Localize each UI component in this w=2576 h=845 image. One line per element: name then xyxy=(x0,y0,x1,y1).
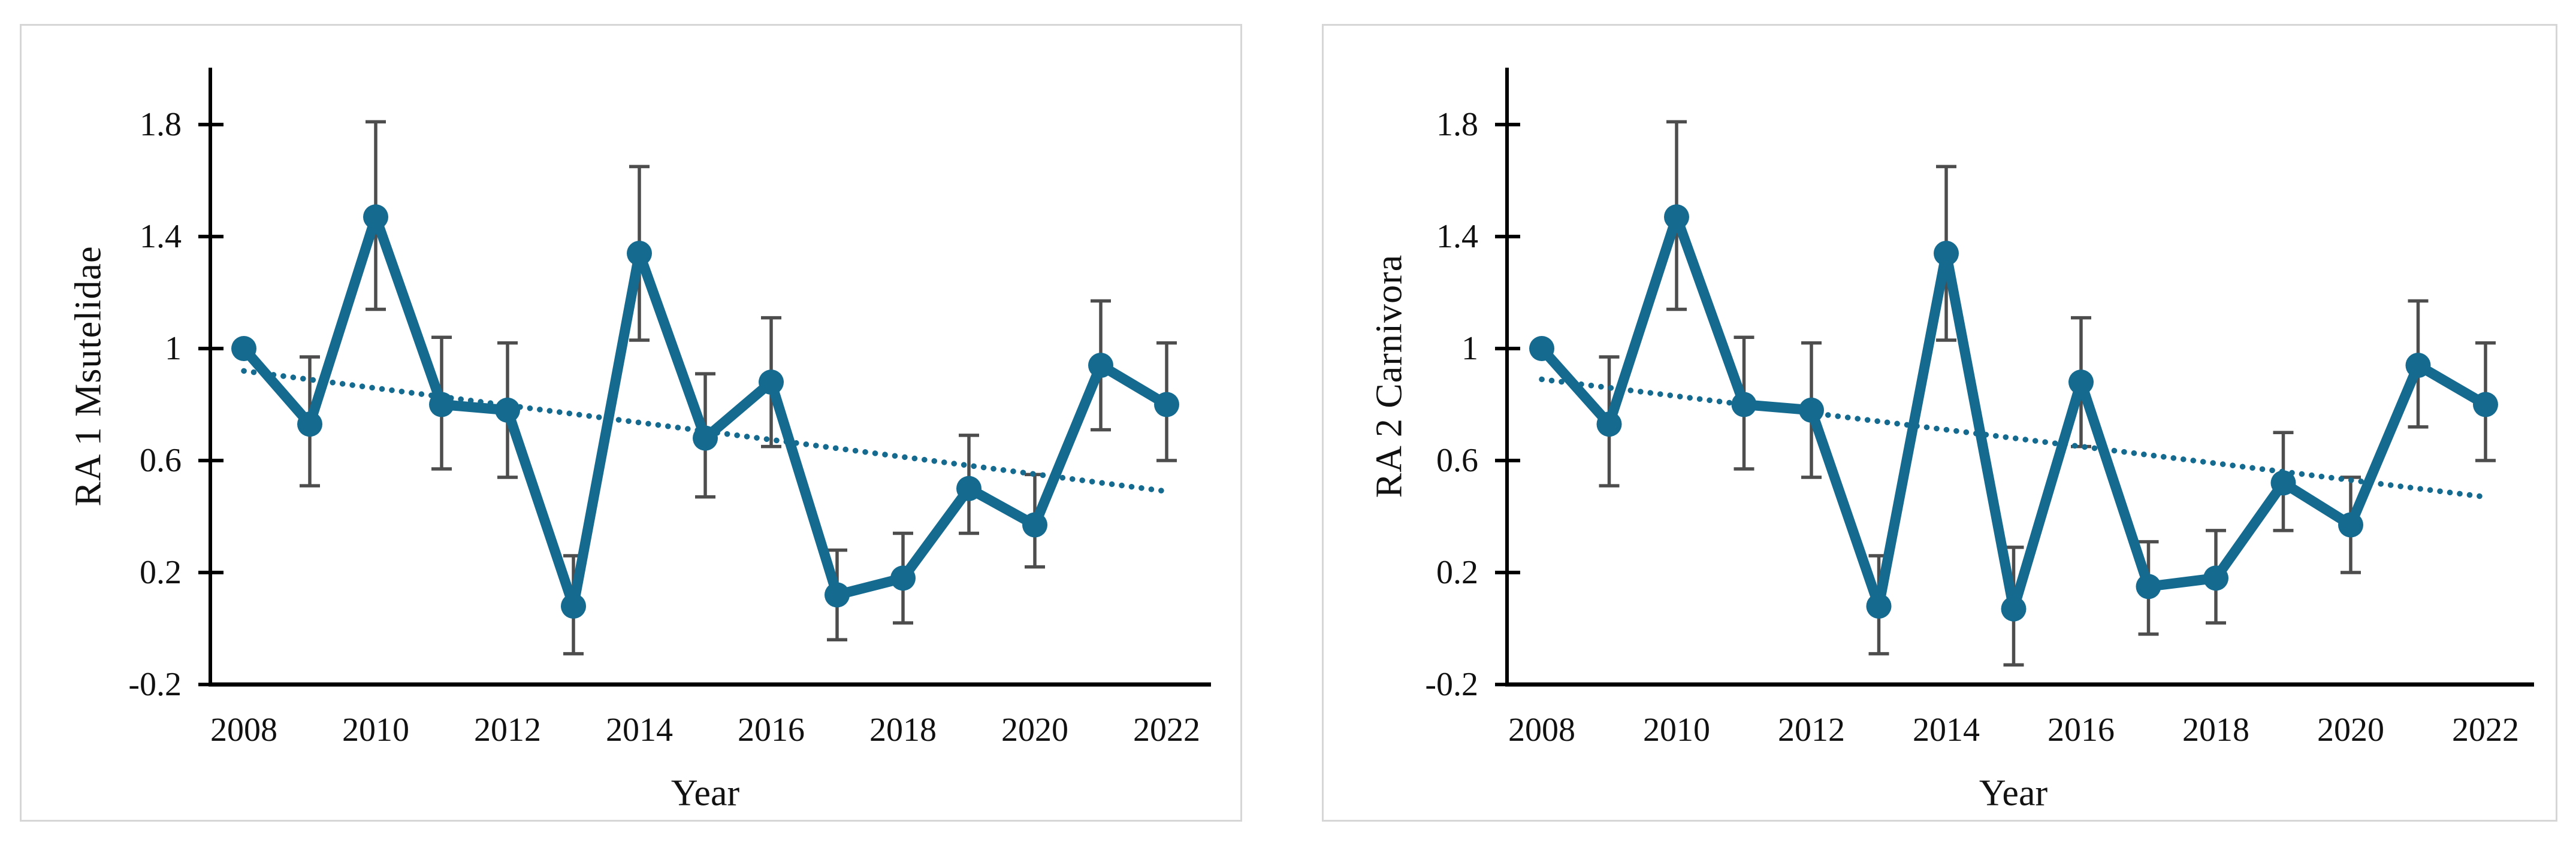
x-tick-label: 2016 xyxy=(738,711,805,749)
data-point xyxy=(297,411,322,437)
data-point xyxy=(2405,353,2431,378)
data-point xyxy=(1664,204,1689,230)
x-tick-label: 2014 xyxy=(606,711,673,749)
y-tick-label: 1 xyxy=(1461,330,1478,367)
data-markers xyxy=(231,204,1179,619)
data-point xyxy=(2338,512,2363,538)
axes: 1.8 1.4 1 0.6 0.2 -0.2 2008 2010 2012 2014 2016 201… xyxy=(128,68,1211,749)
data-point xyxy=(363,204,388,230)
y-tick-label: 1.8 xyxy=(140,106,182,143)
data-point xyxy=(693,425,718,451)
data-point xyxy=(759,370,784,395)
data-point xyxy=(2203,565,2228,591)
x-tick-label: 2022 xyxy=(2452,711,2519,749)
x-tick-label: 2010 xyxy=(342,711,409,749)
data-point xyxy=(1596,411,1622,437)
data-point xyxy=(825,582,850,608)
y-tick-label: 1.4 xyxy=(140,218,182,255)
chart-panel-left: 1.8 1.4 1 0.6 0.2 -0.2 2008 2010 2012 2014 2016 201… xyxy=(20,24,1242,822)
data-point xyxy=(1799,397,1824,423)
y-tick-label: 0.2 xyxy=(140,554,182,591)
data-point xyxy=(1154,392,1179,417)
chart-svg-left: 1.8 1.4 1 0.6 0.2 -0.2 2008 2010 2012 2014 2016 201… xyxy=(128,68,1211,749)
x-tick-label: 2018 xyxy=(869,711,937,749)
chart-panel-right: 1.8 1.4 1 0.6 0.2 -0.2 2008 2010 2012 2014 2016 201… xyxy=(1322,24,2557,822)
y-tick-label: 0.6 xyxy=(140,442,182,479)
data-point xyxy=(561,593,586,619)
data-point xyxy=(956,475,982,501)
x-tick-label: 2020 xyxy=(1001,711,1068,749)
y-tick-label: 0.2 xyxy=(1436,554,1478,591)
y-tick-label: 1.8 xyxy=(1436,106,1478,143)
x-tick-label: 2010 xyxy=(1643,711,1710,749)
x-tick-label: 2018 xyxy=(2182,711,2249,749)
y-axis-title: RA 2 Carnivora xyxy=(1369,254,1410,498)
trend-line xyxy=(1539,376,2489,500)
x-tick-label: 2012 xyxy=(474,711,541,749)
data-point xyxy=(1022,512,1047,538)
data-point xyxy=(1934,241,1959,266)
axes: 1.8 1.4 1 0.6 0.2 -0.2 2008 2010 2012 2014 2016 201… xyxy=(1425,68,2534,749)
data-point xyxy=(1529,336,1554,361)
x-axis-title: Year xyxy=(1979,773,2048,814)
y-axis-title: RA 1 Msutelidae xyxy=(68,246,109,507)
x-axis-title: Year xyxy=(671,773,740,814)
data-point xyxy=(890,565,916,591)
data-point xyxy=(1088,353,1113,378)
x-tick-label: 2022 xyxy=(1133,711,1200,749)
data-point xyxy=(2136,574,2161,599)
x-tick-label: 2014 xyxy=(1913,711,1980,749)
data-point xyxy=(1731,392,1757,417)
y-tick-label: -0.2 xyxy=(128,666,182,703)
data-point xyxy=(429,392,454,417)
x-tick-label: 2016 xyxy=(2047,711,2115,749)
x-tick-label: 2008 xyxy=(1508,711,1575,749)
y-tick-label: 0.6 xyxy=(1436,442,1478,479)
data-markers xyxy=(1529,204,2498,622)
data-point xyxy=(495,397,520,423)
data-point xyxy=(627,241,652,266)
data-point xyxy=(2068,370,2094,395)
x-tick-label: 2020 xyxy=(2317,711,2384,749)
chart-svg-right: 1.8 1.4 1 0.6 0.2 -0.2 2008 2010 2012 2014 2016 201… xyxy=(1425,68,2534,749)
data-point xyxy=(1866,593,1892,619)
y-tick-label: 1.4 xyxy=(1436,218,1478,255)
x-tick-label: 2008 xyxy=(210,711,277,749)
x-tick-label: 2012 xyxy=(1778,711,1845,749)
y-tick-label: 1 xyxy=(165,330,182,367)
data-point xyxy=(231,336,256,361)
data-point xyxy=(2001,596,2027,622)
data-point xyxy=(2473,392,2498,417)
y-tick-label: -0.2 xyxy=(1425,666,1478,703)
data-point xyxy=(2270,470,2296,496)
error-bars xyxy=(1599,120,2496,667)
